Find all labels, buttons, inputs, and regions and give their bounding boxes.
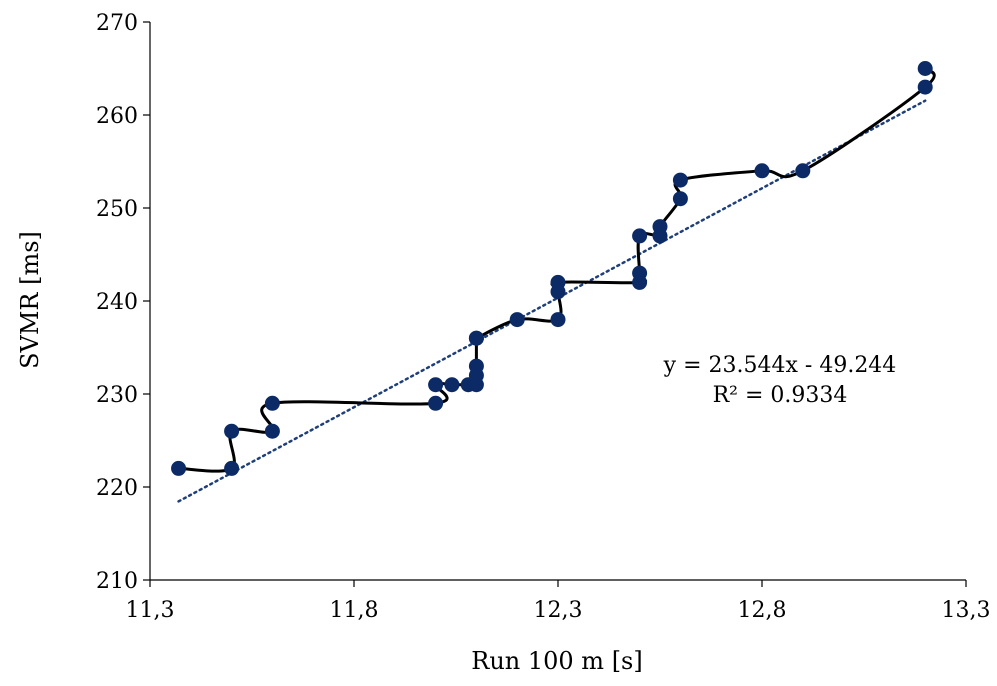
y-axis-label: SVMR [ms]	[16, 231, 44, 369]
trendline-equation: y = 23.544x - 49.244	[663, 353, 897, 378]
x-tick-label: 11,8	[330, 598, 379, 623]
data-points-layer	[171, 61, 933, 476]
data-point	[754, 163, 770, 179]
data-point	[428, 395, 444, 411]
y-tick-label: 210	[96, 569, 138, 594]
data-point	[672, 172, 688, 188]
data-point	[509, 312, 525, 328]
data-point	[550, 274, 566, 290]
data-point	[428, 377, 444, 393]
trendline	[177, 99, 927, 503]
data-point	[917, 61, 933, 76]
connecting-line-layer	[178, 67, 936, 473]
data-point	[632, 265, 648, 281]
data-point	[224, 423, 240, 439]
data-point	[652, 219, 668, 235]
x-axis-label: Run 100 m [s]	[471, 647, 642, 675]
y-tick-label: 250	[96, 197, 138, 222]
data-point	[224, 460, 240, 476]
series-line	[178, 67, 936, 473]
y-tick-label: 220	[96, 476, 138, 501]
trendline-r-squared: R² = 0.9334	[713, 383, 848, 408]
data-point	[550, 312, 566, 328]
data-point	[264, 395, 280, 411]
x-tick-label: 13,3	[942, 598, 991, 623]
y-tick-label: 230	[96, 383, 138, 408]
data-point	[444, 377, 460, 393]
data-point	[795, 163, 811, 179]
x-tick-label: 12,8	[738, 598, 787, 623]
data-point	[171, 460, 187, 476]
trendline-layer	[177, 99, 927, 503]
data-point	[672, 191, 688, 207]
x-tick-label: 11,3	[126, 598, 175, 623]
data-point	[632, 228, 648, 244]
x-tick-label: 12,3	[534, 598, 583, 623]
y-tick-label: 270	[96, 11, 138, 36]
y-tick-label: 260	[96, 104, 138, 129]
data-point	[264, 423, 280, 439]
axes-layer: 210 220 230 240 250 260 270 11,3 11,8 12,3 12,8 13,…	[96, 11, 990, 623]
data-point	[468, 358, 484, 374]
data-point	[468, 330, 484, 346]
y-tick-label: 240	[96, 290, 138, 315]
data-point	[917, 79, 933, 95]
